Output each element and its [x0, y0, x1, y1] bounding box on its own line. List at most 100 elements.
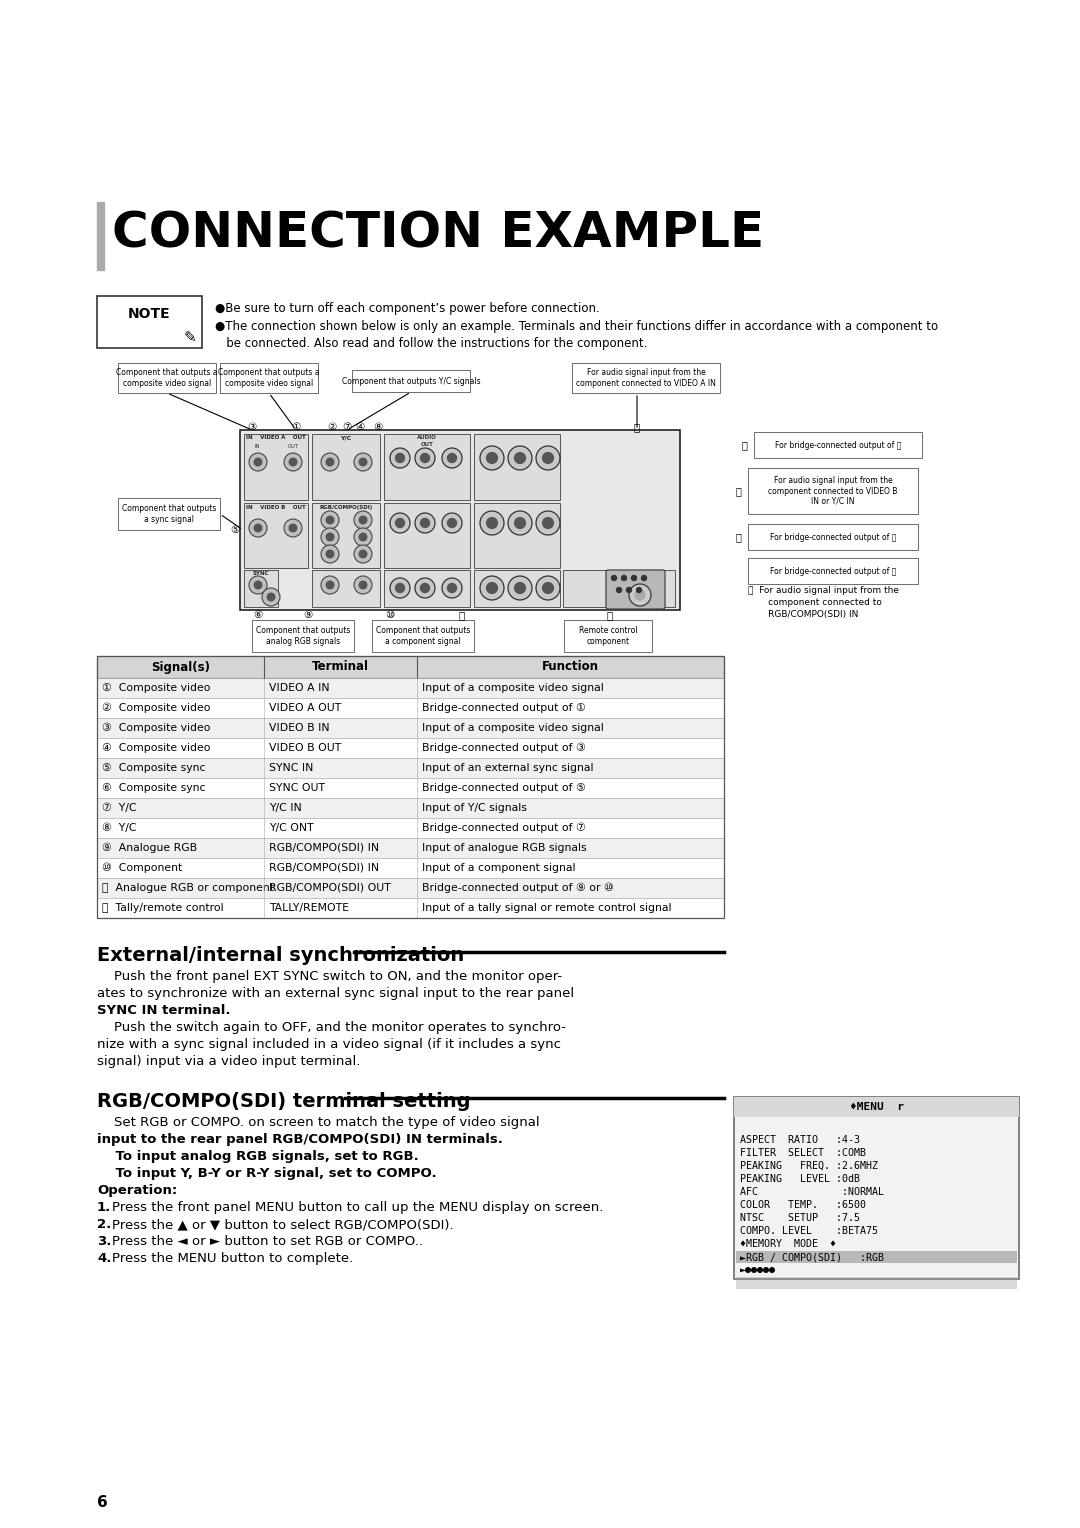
Circle shape [284, 452, 302, 471]
Text: VIDEO B IN: VIDEO B IN [269, 723, 329, 733]
Bar [384, 503, 470, 568]
Text: Y/C: Y/C [340, 435, 352, 440]
Circle shape [447, 454, 457, 463]
Circle shape [354, 510, 372, 529]
Bar [244, 503, 308, 568]
Circle shape [321, 576, 339, 594]
Circle shape [390, 578, 410, 597]
Text: To input Y, B-Y or R-Y signal, set to COMPO.: To input Y, B-Y or R-Y signal, set to CO… [97, 1167, 436, 1180]
Text: ⑤: ⑤ [230, 526, 240, 535]
Text: ✎: ✎ [184, 330, 197, 345]
Text: PEAKING   FREQ. :2.6MHZ: PEAKING FREQ. :2.6MHZ [740, 1161, 878, 1170]
Text: FILTER  SELECT  :COMB: FILTER SELECT :COMB [740, 1148, 866, 1158]
Circle shape [442, 513, 462, 533]
Text: ②: ② [327, 422, 337, 432]
Text: IN    VIDEO A    OUT: IN VIDEO A OUT [246, 435, 306, 440]
Circle shape [447, 584, 457, 593]
Text: ⑦  Y/C: ⑦ Y/C [102, 804, 136, 813]
Circle shape [254, 524, 261, 532]
Text: ⑨  Analogue RGB: ⑨ Analogue RGB [102, 843, 198, 853]
Text: COMPO. LEVEL    :BETA75: COMPO. LEVEL :BETA75 [740, 1225, 878, 1236]
Bar [748, 524, 918, 550]
Text: ⑦: ⑦ [342, 422, 352, 432]
Text: ⑥: ⑥ [254, 610, 262, 620]
Text: Component that outputs Y/C signals: Component that outputs Y/C signals [341, 376, 481, 385]
Circle shape [254, 581, 261, 588]
Circle shape [262, 588, 280, 607]
Bar [244, 570, 278, 607]
Text: 4.: 4. [97, 1251, 111, 1265]
Circle shape [542, 452, 553, 463]
Text: ⑩: ⑩ [386, 610, 394, 620]
Circle shape [321, 545, 339, 562]
Text: nize with a sync signal included in a video signal (if it includes a sync: nize with a sync signal included in a vi… [97, 1038, 561, 1051]
Bar [240, 429, 680, 610]
Circle shape [321, 529, 339, 545]
Circle shape [289, 458, 297, 466]
Text: Component that outputs
a sync signal: Component that outputs a sync signal [122, 504, 216, 524]
Text: Y/C IN: Y/C IN [269, 804, 301, 813]
FancyBboxPatch shape [606, 570, 665, 610]
Text: Signal(s): Signal(s) [151, 660, 210, 674]
Text: RGB/COMPO(SDI) IN: RGB/COMPO(SDI) IN [748, 610, 859, 619]
Circle shape [542, 518, 553, 529]
Circle shape [542, 582, 553, 593]
Bar [97, 656, 724, 918]
Text: Input of a composite video signal: Input of a composite video signal [422, 683, 604, 694]
Circle shape [487, 518, 498, 529]
Bar [97, 296, 202, 348]
Text: ①  Composite video: ① Composite video [102, 683, 211, 694]
Text: 2.: 2. [97, 1218, 111, 1232]
Circle shape [629, 584, 651, 607]
Text: Component that outputs a
composite video signal: Component that outputs a composite video… [117, 368, 218, 388]
Bar [97, 738, 724, 758]
Bar [97, 859, 724, 879]
Text: For audio signal input from the
component connected to VIDEO A IN: For audio signal input from the componen… [576, 368, 716, 388]
Text: Bridge-connected output of ⑤: Bridge-connected output of ⑤ [422, 782, 585, 793]
Text: ⑤  Composite sync: ⑤ Composite sync [102, 762, 205, 773]
Circle shape [636, 587, 642, 593]
Bar [754, 432, 922, 458]
Circle shape [360, 516, 367, 524]
Text: Input of analogue RGB signals: Input of analogue RGB signals [422, 843, 586, 853]
Bar [312, 570, 380, 607]
Text: Push the front panel EXT SYNC switch to ON, and the monitor oper-: Push the front panel EXT SYNC switch to … [97, 970, 562, 983]
Text: For bridge-connected output of ⑬: For bridge-connected output of ⑬ [774, 440, 901, 449]
Circle shape [632, 576, 636, 581]
Text: ♦MENU  r: ♦MENU r [850, 1102, 904, 1112]
Text: SYNC IN: SYNC IN [269, 762, 313, 773]
Circle shape [442, 578, 462, 597]
Circle shape [249, 452, 267, 471]
Text: VIDEO B OUT: VIDEO B OUT [269, 743, 341, 753]
Circle shape [611, 576, 617, 581]
Bar [572, 364, 720, 393]
Text: ⑫: ⑫ [607, 610, 613, 620]
Bar [244, 434, 308, 500]
Text: ②  Composite video: ② Composite video [102, 703, 211, 714]
Bar [735, 1277, 1017, 1290]
Text: ⑥  Composite sync: ⑥ Composite sync [102, 782, 205, 793]
Circle shape [480, 576, 504, 601]
Text: To input analog RGB signals, set to RGB.: To input analog RGB signals, set to RGB. [97, 1151, 419, 1163]
Text: ates to synchronize with an external sync signal input to the rear panel: ates to synchronize with an external syn… [97, 987, 575, 999]
Text: Input of a tally signal or remote control signal: Input of a tally signal or remote contro… [422, 903, 672, 914]
Bar [97, 898, 724, 918]
Circle shape [480, 510, 504, 535]
Text: Component that outputs
a component signal: Component that outputs a component signa… [376, 626, 470, 646]
Text: PEAKING   LEVEL :0dB: PEAKING LEVEL :0dB [740, 1174, 860, 1184]
Text: NTSC    SETUP   :7.5: NTSC SETUP :7.5 [740, 1213, 860, 1222]
Bar [748, 558, 918, 584]
Text: OUT: OUT [287, 445, 298, 449]
Bar [97, 837, 724, 859]
Text: ⑫  Tally/remote control: ⑫ Tally/remote control [102, 903, 224, 914]
Text: ④  Composite video: ④ Composite video [102, 743, 211, 753]
Text: CONNECTION EXAMPLE: CONNECTION EXAMPLE [112, 209, 765, 258]
Text: be connected. Also read and follow the instructions for the component.: be connected. Also read and follow the i… [215, 338, 647, 350]
Text: ⑨: ⑨ [303, 610, 312, 620]
Bar [312, 434, 380, 500]
Bar [97, 817, 724, 837]
Text: ④: ④ [355, 422, 365, 432]
Circle shape [326, 458, 334, 466]
Circle shape [354, 529, 372, 545]
Circle shape [487, 452, 498, 463]
